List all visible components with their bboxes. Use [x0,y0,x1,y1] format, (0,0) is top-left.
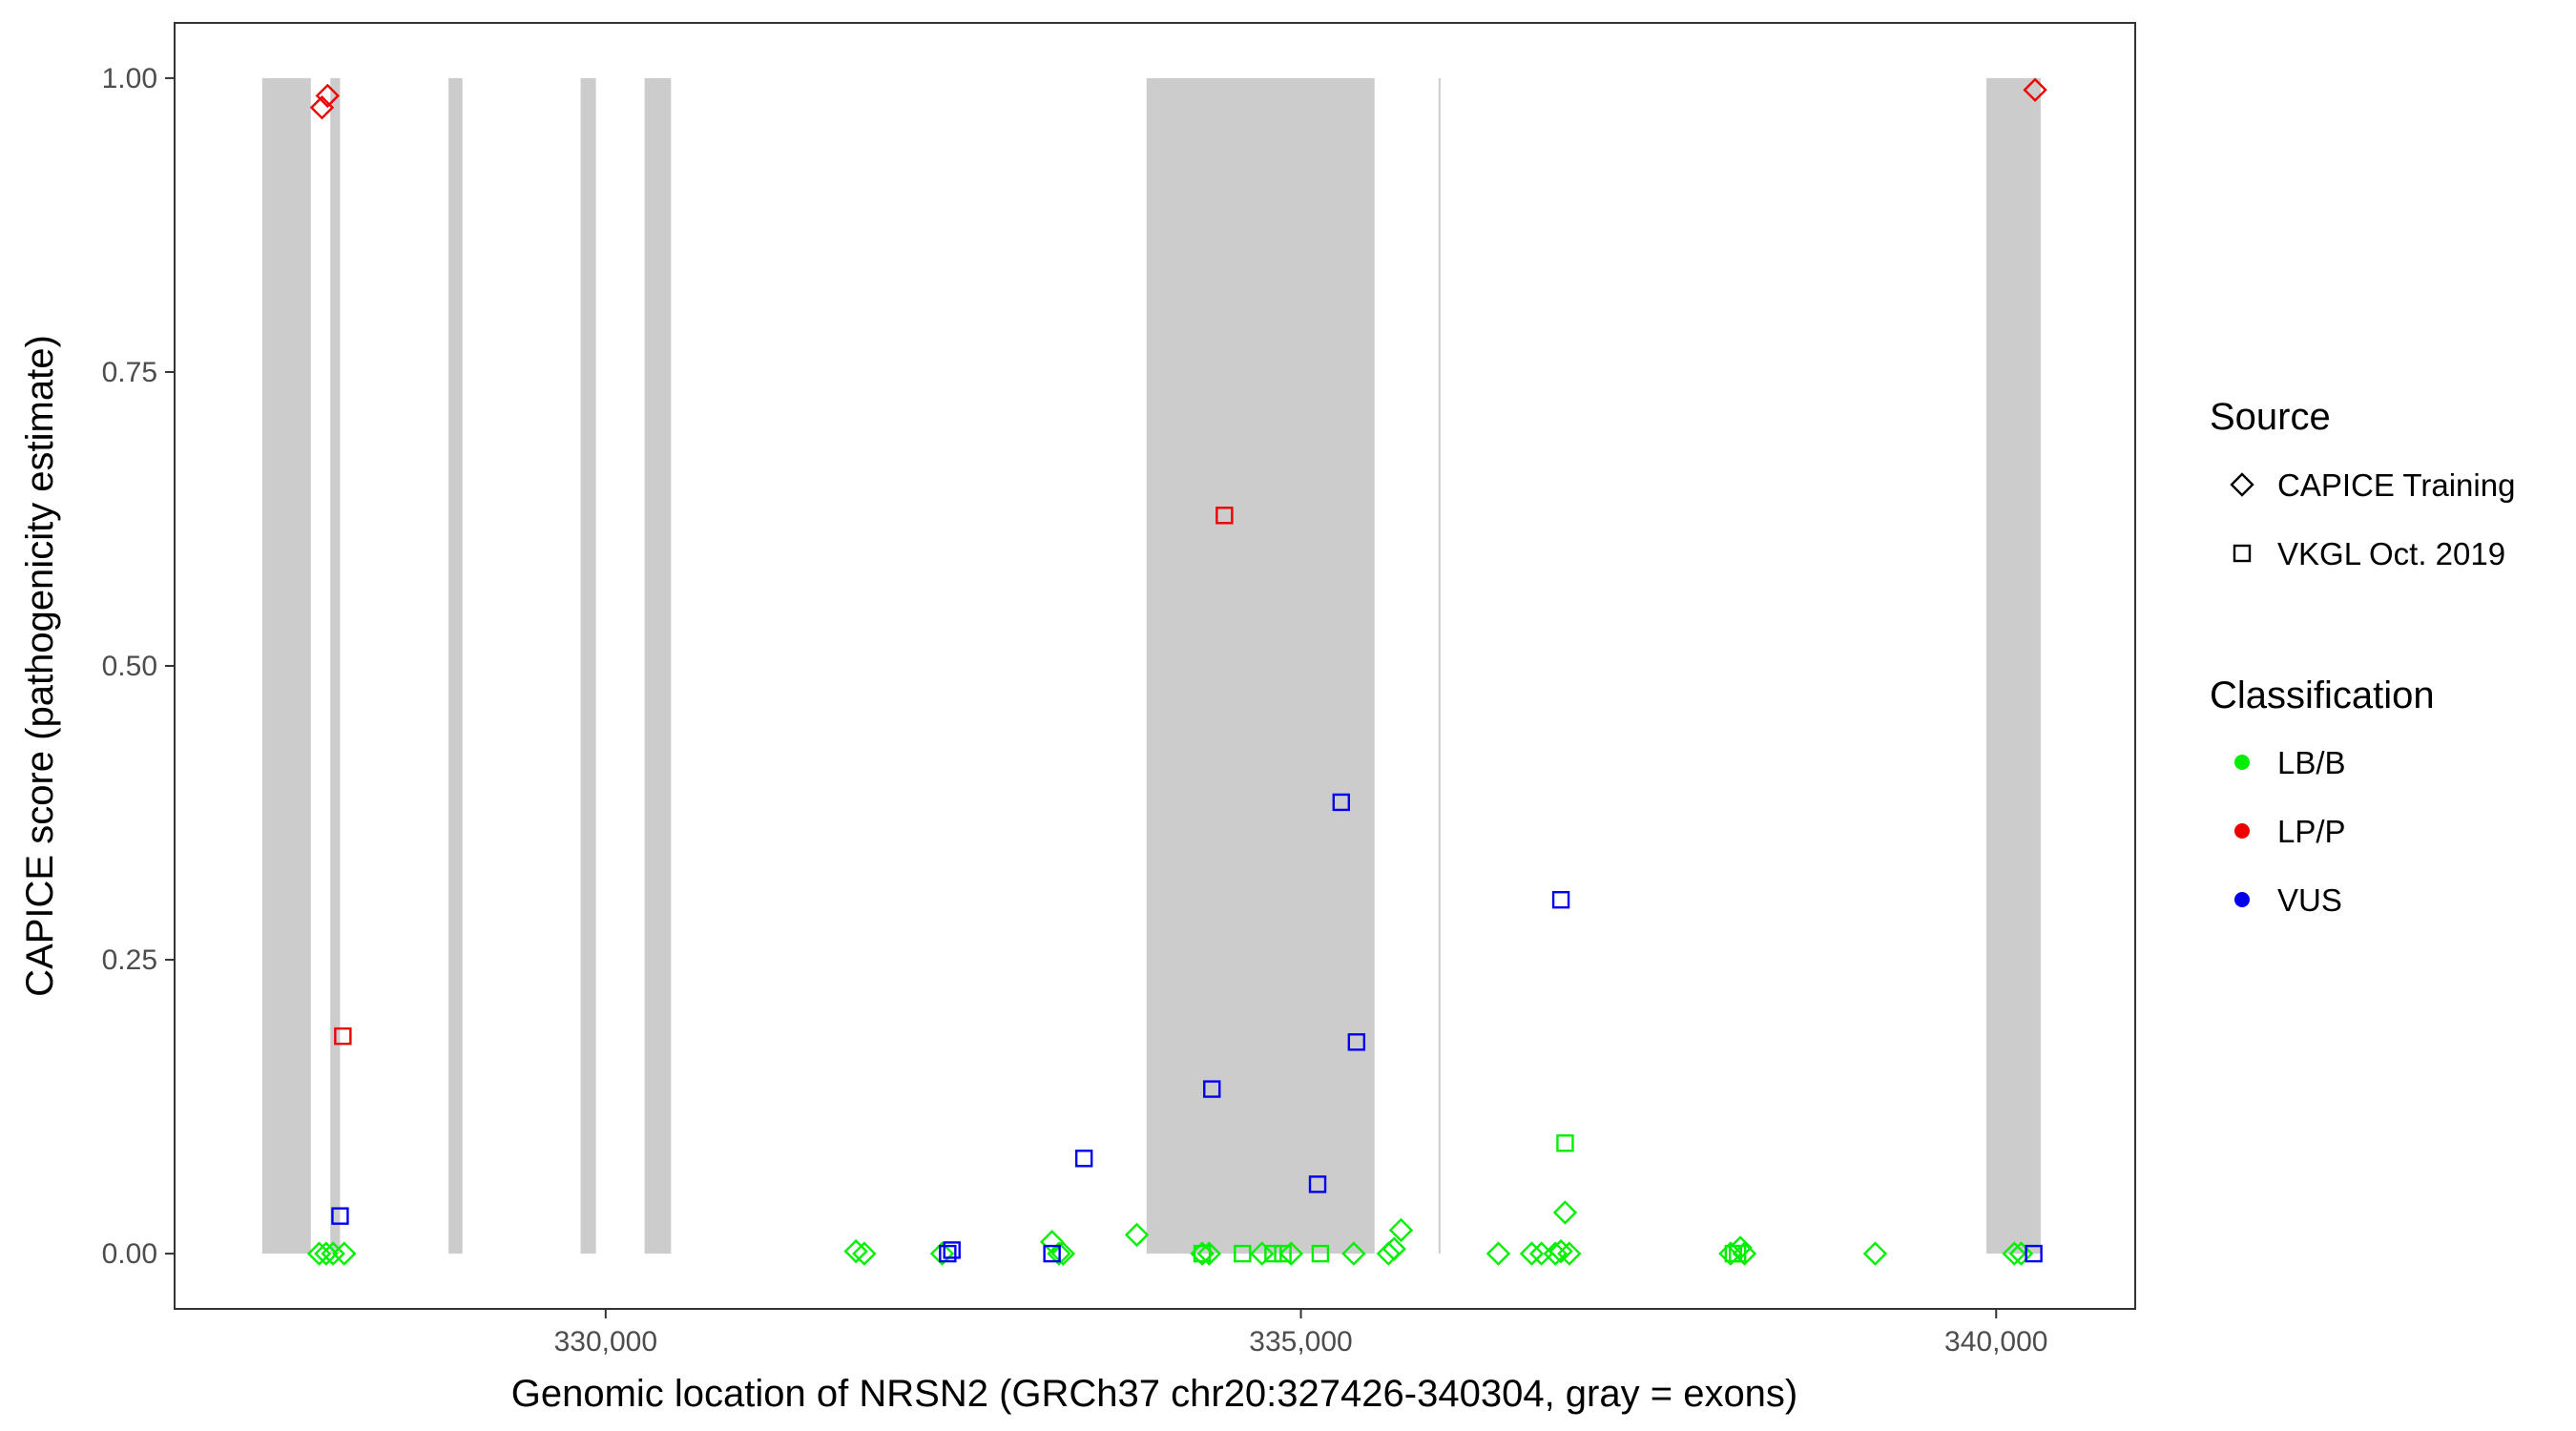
dot-icon [2234,823,2250,839]
x-tick-label-0: 330,000 [554,1326,657,1358]
point-capice-training-6 [332,1241,357,1266]
point-capice-training-23 [1519,1241,1545,1266]
x-tick-label-1: 335,000 [1249,1326,1352,1358]
point-capice-training-13 [1124,1222,1150,1248]
point-vkgl-16 [1274,1244,1292,1263]
point-capice-training-11 [1047,1241,1071,1266]
point-capice-training-18 [1341,1241,1366,1266]
legend-source-title: Source [2210,396,2331,438]
point-capice-training-17 [1278,1241,1304,1266]
y-tick-label-1: 0.25 [102,944,157,976]
point-vkgl-10 [1347,1033,1366,1051]
point-vkgl-14 [1234,1244,1252,1263]
exon-band-6 [1438,77,1441,1255]
point-capice-training-19 [1376,1241,1402,1266]
point-vkgl-12 [2025,1244,2043,1263]
point-vkgl-0 [334,1027,352,1046]
point-capice-training-7 [843,1238,868,1264]
exon-band-1 [330,77,341,1255]
point-vkgl-3 [939,1244,957,1263]
point-vkgl-15 [1264,1244,1282,1263]
exon-band-3 [580,77,596,1255]
square-icon [2233,544,2252,563]
legend-classification-title: Classification [2210,674,2435,716]
point-capice-training-8 [852,1241,877,1266]
data-points [306,77,2047,1266]
point-vkgl-18 [1556,1134,1574,1152]
point-vkgl-7 [1203,1080,1221,1098]
legend-class-entry-2: VUS [2234,882,2342,918]
point-capice-training-20 [1381,1236,1406,1261]
point-vkgl-5 [1043,1244,1061,1263]
x-axis: 330,000 335,000 340,000 [554,1309,2047,1358]
point-vkgl-6 [1074,1150,1093,1168]
diamond-icon [2230,472,2254,497]
point-capice-training-31 [1732,1241,1757,1266]
point-vkgl-17 [1311,1244,1330,1263]
point-capice-training-34 [2008,1241,2034,1266]
point-capice-training-16 [1250,1241,1275,1266]
legend-label-lbb: LB/B [2277,745,2346,780]
point-capice-training-10 [1039,1230,1065,1255]
point-capice-training-28 [1557,1241,1582,1266]
point-capice-training-33 [2002,1241,2026,1266]
y-axis: 0.00 0.25 0.50 0.75 1.00 [102,63,175,1270]
legend-label-vus: VUS [2277,882,2342,918]
point-vkgl-11 [1551,891,1570,909]
point-capice-training-1 [315,83,341,109]
point-capice-training-4 [314,1241,339,1266]
dot-icon [2234,755,2250,770]
legend-label-lpp: LP/P [2277,814,2346,849]
x-tick-label-2: 340,000 [1944,1326,2047,1358]
exon-bands [261,77,2041,1255]
point-capice-training-22 [1485,1241,1511,1266]
point-vkgl-8 [1308,1175,1327,1193]
y-tick-label-2: 0.50 [102,651,157,682]
x-axis-title: Genomic location of NRSN2 (GRCh37 chr20:… [511,1373,1798,1415]
exon-band-4 [644,77,672,1255]
exon-band-0 [261,77,311,1255]
legend-label-capice-training: CAPICE Training [2277,467,2515,503]
y-axis-title: CAPICE score (pathogenicity estimate) [19,335,61,997]
legend-source-entry-0: CAPICE Training [2230,467,2515,503]
point-capice-training-2 [2023,77,2047,102]
exon-band-7 [1986,77,2041,1255]
exon-band-5 [1146,77,1375,1255]
point-vkgl-20 [1728,1244,1747,1263]
legend-source-entry-1: VKGL Oct. 2019 [2233,536,2505,571]
point-capice-training-27 [1552,1200,1578,1225]
y-tick-label-3: 0.75 [102,357,157,388]
exon-band-2 [448,77,463,1255]
dot-icon [2234,892,2250,907]
y-tick-label-0: 0.00 [102,1238,157,1270]
legend: Source CAPICE Training VKGL Oct. 2019 Cl… [2210,396,2515,918]
point-capice-training-32 [1862,1241,1888,1266]
point-capice-training-26 [1548,1238,1573,1264]
point-capice-training-15 [1196,1241,1222,1266]
point-vkgl-2 [331,1207,349,1225]
point-vkgl-1 [1215,507,1234,525]
legend-class-entry-0: LB/B [2234,745,2346,780]
point-capice-training-12 [1050,1241,1076,1266]
point-vkgl-9 [1332,793,1350,812]
legend-class-entry-1: LP/P [2234,814,2346,849]
point-capice-training-5 [321,1241,345,1266]
point-capice-training-9 [929,1241,955,1266]
y-tick-label-4: 1.00 [102,63,157,94]
point-vkgl-4 [943,1241,961,1259]
point-capice-training-21 [1388,1217,1414,1243]
legend-label-vkgl: VKGL Oct. 2019 [2277,536,2505,571]
point-vkgl-13 [1193,1244,1212,1263]
